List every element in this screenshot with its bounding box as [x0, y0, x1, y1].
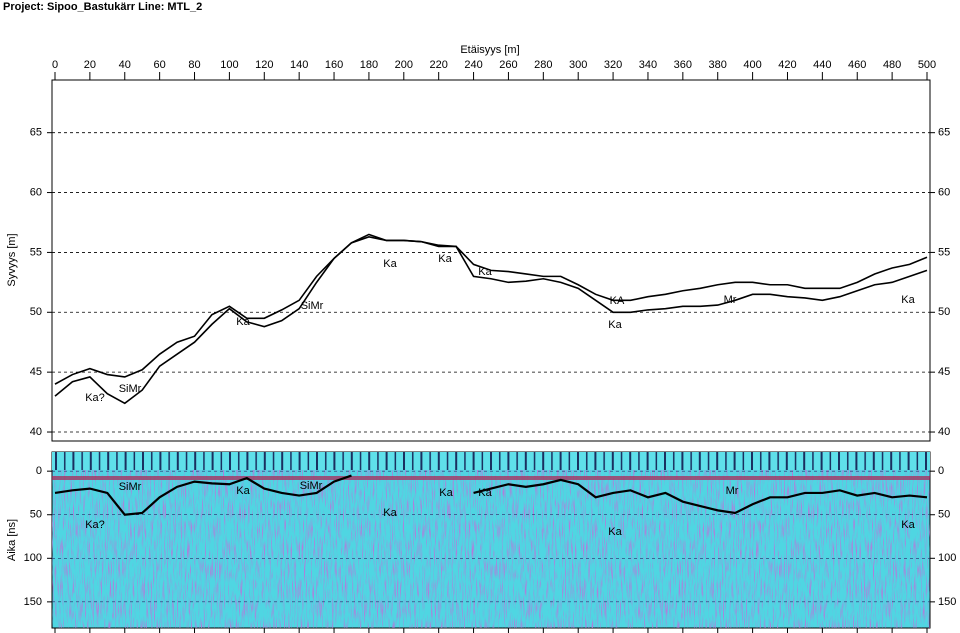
annotation: Mr: [726, 485, 739, 497]
x-tick-label: 480: [883, 59, 901, 71]
y-tick-label: 50: [30, 509, 42, 521]
y-tick-label-right: 65: [938, 127, 950, 139]
y-tick-label: 0: [36, 465, 42, 477]
x-tick-label: 0: [52, 59, 58, 71]
y-tick-label-right: 55: [938, 246, 950, 258]
y-tick-label: 150: [24, 596, 42, 608]
y-tick-label: 55: [30, 246, 42, 258]
x-tick-label: 120: [255, 59, 273, 71]
x-tick-label: 440: [813, 59, 831, 71]
annotation: Ka: [236, 485, 250, 497]
x-tick-label: 380: [709, 59, 727, 71]
y-tick-label-right: 150: [938, 596, 956, 608]
y-tick-label-right: 60: [938, 186, 950, 198]
x-tick-label: 40: [119, 59, 131, 71]
annotation: Ka: [608, 319, 622, 331]
x-tick-label: 180: [360, 59, 378, 71]
line-series: [54, 236, 928, 385]
trace-strip: [52, 452, 930, 470]
y-axis-label: Syvyys [m]: [6, 233, 18, 286]
y-tick-label-right: 50: [938, 306, 950, 318]
y-tick-label: 100: [24, 552, 42, 564]
x-tick-label: 220: [430, 59, 448, 71]
y-tick-label: 60: [30, 186, 42, 198]
x-tick-label: 240: [464, 59, 482, 71]
annotation: Ka: [478, 487, 492, 499]
annotation: SiMr: [119, 383, 142, 395]
x-tick-label: 200: [395, 59, 413, 71]
y-tick-label-right: 45: [938, 366, 950, 378]
y-tick-label: 40: [30, 426, 42, 438]
annotation: KA: [610, 295, 625, 307]
direct-wave: [52, 476, 930, 480]
header: Project: Sipoo_Bastukärr Line: MTL_2: [3, 1, 202, 13]
annotation: Mr: [724, 294, 737, 306]
line-series: [473, 478, 928, 515]
y-tick-label-right: 100: [938, 552, 956, 564]
x-tick-label: 320: [604, 59, 622, 71]
x-tick-label: 300: [569, 59, 587, 71]
annotation: Ka: [608, 526, 622, 538]
plot-frame: [51, 79, 931, 442]
annotation: Ka: [236, 316, 250, 328]
x-tick-label: 500: [918, 59, 936, 71]
x-tick-label: 420: [778, 59, 796, 71]
x-axis-label: Etäisyys [m]: [460, 44, 519, 56]
x-tick-label: 100: [220, 59, 238, 71]
x-tick-label: 160: [325, 59, 343, 71]
x-tick-label: 80: [188, 59, 200, 71]
y-tick-label-right: 40: [938, 426, 950, 438]
annotation: Ka: [478, 266, 492, 278]
annotation: Ka: [901, 519, 915, 531]
x-tick-label: 260: [499, 59, 517, 71]
y-axis-label: Aika [ns]: [6, 519, 18, 561]
x-tick-label: 140: [290, 59, 308, 71]
y-tick-label-right: 0: [938, 465, 944, 477]
x-tick-label: 20: [84, 59, 96, 71]
x-tick-label: 460: [848, 59, 866, 71]
annotation: SiMr: [301, 300, 324, 312]
x-tick-label: 360: [674, 59, 692, 71]
annotation: SiMr: [119, 481, 142, 493]
line-series: [54, 474, 352, 516]
y-tick-label: 50: [30, 306, 42, 318]
annotation: Ka?: [85, 519, 105, 531]
annotation: Ka?: [85, 392, 105, 404]
annotation: Ka: [438, 253, 452, 265]
y-tick-label: 65: [30, 127, 42, 139]
x-tick-label: 60: [154, 59, 166, 71]
y-tick-label-right: 50: [938, 509, 950, 521]
x-tick-label: 340: [639, 59, 657, 71]
line-series: [54, 233, 928, 405]
annotation: SiMr: [300, 480, 323, 492]
y-tick-label: 45: [30, 366, 42, 378]
x-tick-label: 280: [534, 59, 552, 71]
annotation: Ka: [383, 507, 397, 519]
annotation: Ka: [901, 294, 915, 306]
x-tick-label: 400: [743, 59, 761, 71]
annotation: Ka: [383, 258, 397, 270]
annotation: Ka: [439, 487, 453, 499]
